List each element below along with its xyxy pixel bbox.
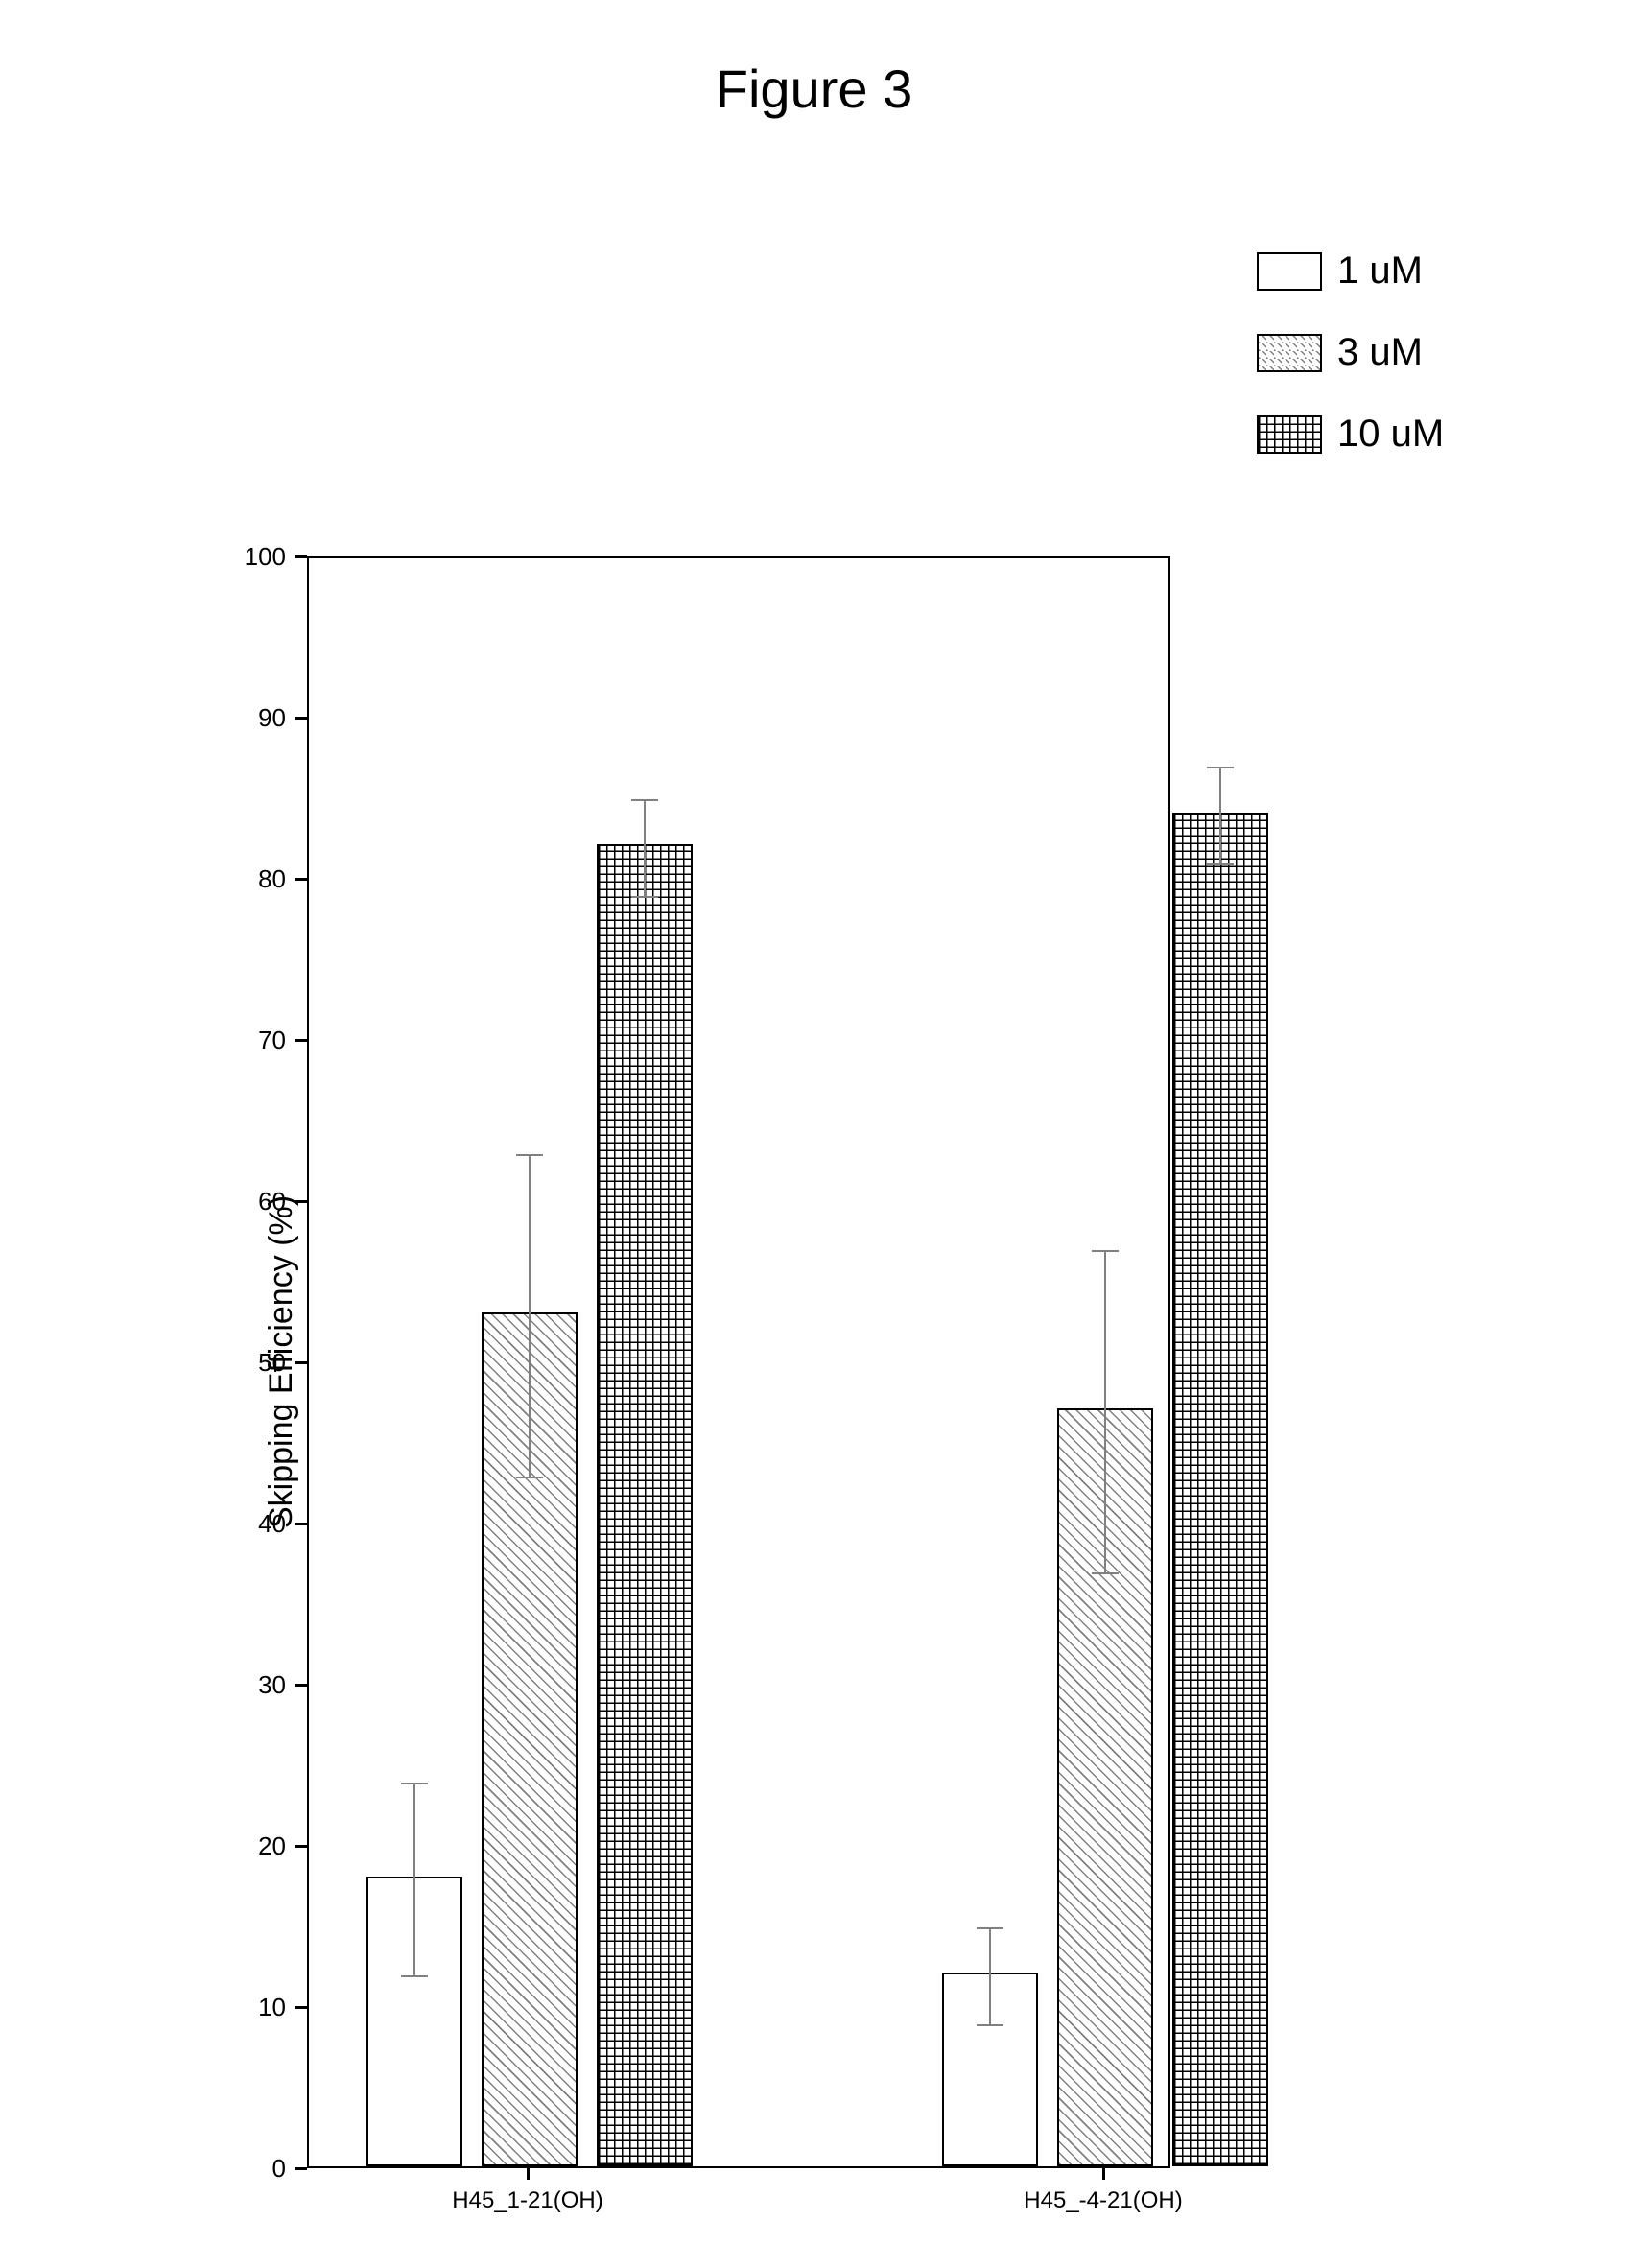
y-tick-mark	[295, 878, 307, 881]
bar	[597, 844, 693, 2166]
y-tick-label: 0	[228, 2154, 286, 2184]
error-bar-cap-top	[977, 1927, 1003, 1929]
legend-item: 3 uM	[1257, 331, 1444, 374]
y-tick-label: 90	[228, 703, 286, 733]
legend-label: 1 uM	[1337, 249, 1423, 293]
error-bar-cap-bottom	[1092, 1572, 1119, 1574]
error-bar-cap-bottom	[631, 896, 658, 898]
error-bar-cap-top	[1207, 767, 1234, 768]
error-bar-cap-bottom	[516, 1477, 543, 1478]
y-tick-label: 20	[228, 1831, 286, 1861]
y-tick-label: 50	[228, 1348, 286, 1378]
x-tick-mark	[527, 2168, 530, 2180]
y-tick-mark	[295, 1845, 307, 1848]
error-bar-stem	[413, 1784, 415, 1977]
error-bar-stem	[1104, 1251, 1106, 1573]
error-bar-stem	[989, 1928, 991, 2025]
legend-item: 10 uM	[1257, 413, 1444, 456]
error-bar-cap-top	[1092, 1250, 1119, 1252]
legend-swatch	[1257, 334, 1322, 372]
x-tick-mark	[1102, 2168, 1105, 2180]
error-bar-cap-top	[516, 1154, 543, 1156]
error-bar-stem	[644, 800, 646, 897]
bar	[1172, 813, 1268, 2166]
y-tick-label: 70	[228, 1026, 286, 1055]
y-tick-label: 80	[228, 864, 286, 894]
legend-label: 10 uM	[1337, 413, 1444, 456]
y-tick-mark	[295, 2006, 307, 2009]
y-tick-label: 30	[228, 1670, 286, 1700]
y-tick-mark	[295, 2167, 307, 2170]
y-tick-mark	[295, 555, 307, 558]
y-tick-label: 100	[228, 542, 286, 572]
error-bar-cap-bottom	[1207, 863, 1234, 865]
legend-item: 1 uM	[1257, 249, 1444, 293]
figure-title: Figure 3	[0, 58, 1628, 120]
legend-swatch	[1257, 415, 1322, 454]
legend: 1 uM 3 uM 10 uM	[1257, 249, 1444, 494]
y-tick-mark	[295, 1523, 307, 1525]
legend-label: 3 uM	[1337, 331, 1423, 374]
error-bar-cap-top	[401, 1783, 428, 1784]
error-bar-cap-bottom	[401, 1975, 428, 1977]
error-bar-stem	[1219, 768, 1221, 864]
y-tick-label: 60	[228, 1187, 286, 1217]
error-bar-cap-bottom	[977, 2024, 1003, 2026]
legend-swatch	[1257, 252, 1322, 291]
y-tick-mark	[295, 1684, 307, 1687]
y-tick-mark	[295, 717, 307, 720]
y-tick-label: 10	[228, 1993, 286, 2022]
y-tick-mark	[295, 1361, 307, 1364]
y-tick-mark	[295, 1039, 307, 1042]
x-category-label: H45_-4-21(OH)	[988, 2187, 1218, 2214]
y-tick-label: 40	[228, 1509, 286, 1539]
error-bar-stem	[529, 1155, 531, 1477]
x-category-label: H45_1-21(OH)	[413, 2187, 643, 2214]
y-tick-mark	[295, 1200, 307, 1203]
plot-area	[307, 556, 1170, 2168]
error-bar-cap-top	[631, 799, 658, 801]
